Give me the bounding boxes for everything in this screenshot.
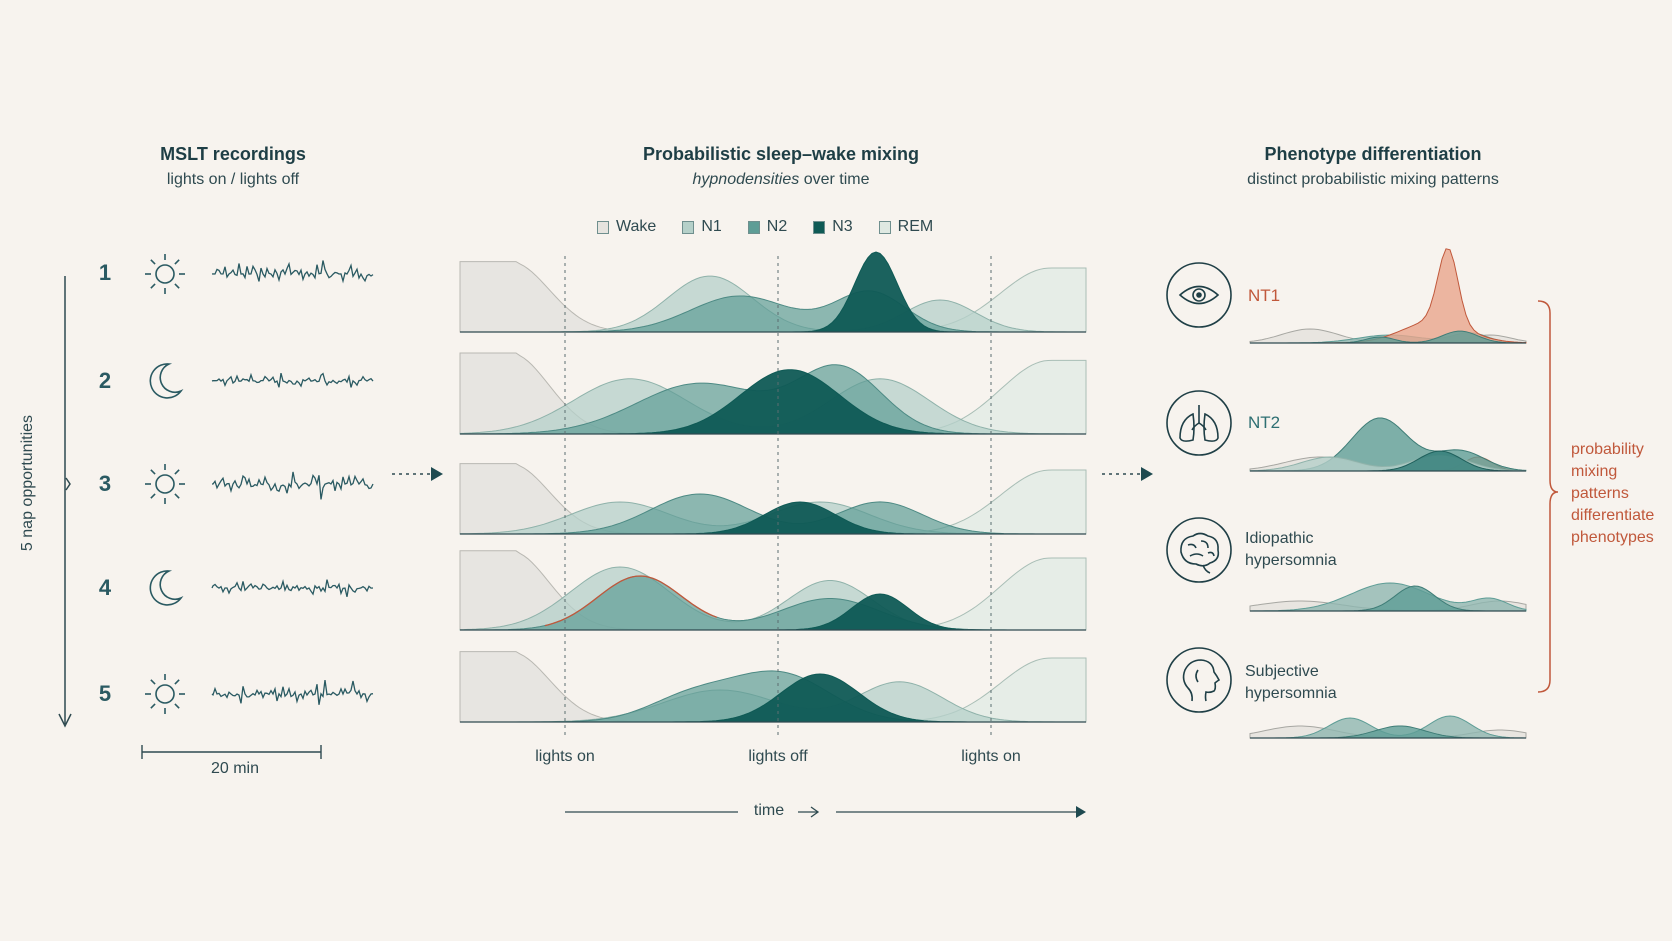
bracket-note-line: mixing [1571,463,1618,480]
density-area [1250,248,1527,344]
middle-title: Probabilistic sleep–wake mixing [642,144,920,164]
middle-subtitle: hypnodensities over time [581,171,981,189]
moon-icon [149,363,184,399]
lungs-icon [1166,390,1232,456]
legend-item-n1: N1 [682,218,722,236]
lights-guides [564,256,992,738]
scale-bar [141,745,322,759]
phenotype-label-nt2: NT2 [1248,413,1281,432]
bracket-note-line: probability [1571,441,1644,458]
eeg-waveform [211,579,374,597]
phenotype-label-line: hypersomnia [1245,552,1337,569]
legend-label: N2 [766,218,788,235]
legend-label: Wake [616,218,657,235]
legend-swatch [813,220,826,234]
right-subtitle: distinct probabilistic mixing patterns [1247,171,1499,188]
scale-label: 20 min [210,760,260,777]
eye-icon [1166,262,1232,328]
legend-item-rem: REM [878,218,934,236]
legend-swatch [682,220,695,234]
phenotype-mini-chart [1249,582,1527,612]
tick-lights-on-1: lights on [535,748,595,765]
hypnodensity-panel [459,463,1087,535]
nap-number: 4 [98,575,112,600]
phenotype-label-ih: Idiopathic hypersomnia [1245,528,1337,572]
left-subtitle: lights on / lights off [166,171,300,188]
tick-lights-off: lights off [748,748,808,765]
legend-label: REM [897,218,934,235]
dotted-arrow-right [1102,467,1153,481]
tick-lights-on-2: lights on [961,748,1021,765]
legend-swatch [597,220,609,234]
legend: Wake N1 N2 N3 REM [597,218,933,236]
phenotype-bracket [1537,300,1559,693]
legend-label: N3 [832,218,853,235]
phenotype-label-line: hypersomnia [1245,685,1337,702]
density-area [1249,582,1527,612]
legend-item-n2: N2 [747,218,788,236]
eeg-waveform [211,260,374,284]
sun-icon [145,254,185,294]
time-arrowhead [1076,806,1086,818]
phenotype-label-nt1: NT1 [1248,286,1281,305]
sun-icon [145,674,185,714]
eeg-waveform [211,372,374,388]
time-label: time [753,802,785,819]
accent-outline [544,575,718,627]
nap-number: 2 [98,368,112,393]
phenotype-mini-chart [1249,417,1527,472]
left-title: MSLT recordings [160,144,306,164]
middle-subtitle-italic: hypnodensities [692,171,800,188]
hypnodensity-panel [459,352,1087,435]
eeg-waveform [212,471,374,500]
middle-subtitle-rest: over time [799,171,870,188]
nap-axis-arrow [58,276,72,728]
bracket-note-line: patterns [1571,485,1629,502]
bracket-note-line: differentiate [1571,507,1655,524]
right-title: Phenotype differentiation [1264,144,1482,164]
nap-number: 3 [98,471,112,496]
nap-number: 5 [98,681,112,706]
hypnodensity-panel [459,251,1087,333]
hypnodensity-panel [459,651,1087,723]
sun-icon [145,464,185,504]
moon-icon [149,570,184,606]
legend-item-n3: N3 [813,218,853,236]
bracket-note: probability mixing patterns differentiat… [1571,439,1654,549]
brain-icon [1166,517,1232,583]
head-profile-icon [1166,647,1232,713]
legend-label: N1 [701,218,722,235]
bracket-note-line: phenotypes [1571,529,1654,546]
phenotype-label-line: Idiopathic [1245,530,1314,547]
hypnodensity-panel [459,550,1087,631]
phenotype-label-line: Subjective [1245,663,1319,680]
legend-swatch [747,220,760,234]
legend-swatch [878,220,891,234]
dotted-arrow-left [392,467,443,481]
eeg-waveform [211,680,374,705]
phenotype-mini-chart [1249,248,1527,344]
phenotype-label-sh: Subjective hypersomnia [1245,661,1337,705]
nap-number: 1 [98,260,112,285]
legend-item-wake: Wake [597,218,656,236]
nap-axis-label: 5 nap opportunities [19,414,36,552]
time-axis [565,806,1082,818]
phenotype-mini-chart [1249,715,1527,739]
